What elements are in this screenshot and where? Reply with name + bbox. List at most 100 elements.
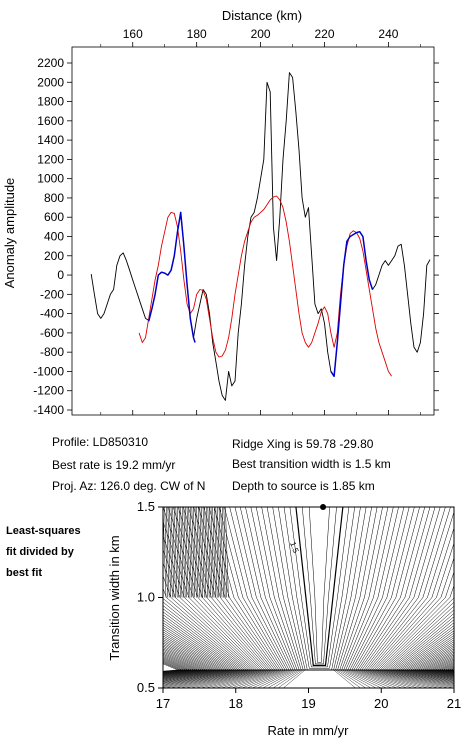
bottom-x-tick-label: 19 [301, 696, 315, 711]
contour-line-lower-right [457, 670, 467, 692]
contour-line-lower-right [376, 669, 454, 687]
contour-line-lower-left [163, 669, 249, 685]
contour-line-lower-right [426, 669, 454, 674]
contour-line-lower-right [345, 669, 387, 688]
contour-hatch [202, 507, 207, 598]
contour-line [213, 507, 426, 671]
contour-line-lower-right [436, 669, 454, 672]
contour-line-lower-right [372, 669, 454, 688]
top-series-line-3 [330, 230, 374, 378]
top-y-tick-label: 1200 [37, 152, 64, 166]
contour-line [203, 507, 436, 671]
contour-line [193, 507, 446, 671]
contour-line-lower-right [440, 669, 454, 672]
top-y-tick-label: 0 [57, 268, 64, 282]
contour-line-lower-right [363, 669, 434, 688]
contour-line [163, 605, 454, 671]
contour-line-lower-left [163, 669, 245, 683]
contour-hatch [188, 507, 192, 598]
contour-line [172, 507, 454, 671]
contour-hatch [163, 507, 167, 598]
contour-hatch [175, 507, 180, 598]
contour-line-lower-right [408, 669, 454, 677]
contour-hatch [178, 507, 183, 598]
contour-line-lower-left [163, 669, 229, 679]
contour-line-lower-right [386, 669, 454, 682]
contour-line [302, 507, 337, 665]
contour-line-lower-left [236, 669, 288, 688]
contour-line-lower-left [179, 669, 265, 688]
contour-hatch [177, 507, 181, 598]
fit-description-line-1: Least-squares [6, 525, 81, 537]
top-series-line-0 [90, 72, 431, 401]
contour-line-lower-left [163, 669, 180, 672]
top-x-axis-label: Distance (km) [222, 8, 302, 23]
contour-line-lower-left [215, 669, 279, 688]
best-rate-label: Best rate is 19.2 mm/yr [52, 458, 176, 472]
contour-hatch [169, 507, 173, 598]
contour-line [163, 633, 454, 671]
contour-line-lower-left [163, 669, 207, 675]
contour-line-lower-left [163, 669, 239, 681]
top-x-tick-label: 200 [251, 27, 271, 41]
top-x-tick-label: 240 [378, 27, 398, 41]
contour-line-lower-left [163, 669, 241, 682]
top-y-axis-label: Anomaly amplitude [2, 178, 17, 289]
top-y-tick-label: 1400 [37, 133, 64, 147]
contour-hatch [205, 507, 210, 598]
contour-line-lower-right [412, 669, 454, 676]
contour-hatch [185, 507, 189, 598]
contour-line-lower-left [246, 669, 292, 688]
contour-line-lower-right [394, 669, 454, 680]
contour-hatch [225, 507, 229, 598]
contour-line-lower-left [225, 669, 284, 688]
contour-hatch [193, 507, 197, 598]
contour-line-lower-right [396, 669, 454, 679]
contour-hatch [191, 507, 196, 598]
top-x-tick-label: 180 [187, 27, 207, 41]
top-y-tick-label: -1200 [33, 384, 64, 398]
contour-hatch [212, 507, 216, 598]
contour-line [163, 548, 454, 671]
contour-hatch [173, 507, 178, 598]
contour-line-lower-left [163, 669, 209, 675]
contour-line-lower-right [392, 669, 454, 681]
top-y-tick-label: 2200 [37, 56, 64, 70]
bottom-y-ticks: 0.5 1.0 1.5 [137, 499, 163, 695]
contour-line-lower-right [418, 669, 454, 675]
contour-line-lower-right [353, 669, 408, 688]
contour-line-lower-right [434, 669, 454, 673]
contour-hatch [186, 507, 191, 598]
contour-line-lower-right [349, 669, 398, 688]
contour-line [308, 507, 330, 663]
bottom-y-tick-label: 1.5 [137, 499, 155, 514]
contour-line-lower-left [277, 669, 304, 688]
contour-line-lower-right [335, 669, 362, 688]
contour-hatch [194, 507, 199, 598]
contour-line-lower-right [414, 669, 454, 675]
contour-line-lower-right [455, 670, 467, 692]
contour-line [295, 507, 344, 666]
top-plot-frame [71, 46, 435, 416]
contour-line-lower-right [388, 669, 454, 682]
contour-line-lower-right [402, 669, 454, 678]
contour-line-lower-left [163, 669, 203, 674]
contour-line-lower-right [424, 669, 454, 674]
contour-level-label: 1.5 [288, 541, 300, 555]
contour-line-lower-right [398, 669, 454, 679]
contour-line-lower-right [406, 669, 454, 677]
contour-line-lower-right [459, 670, 467, 692]
contour-line-lower-left [163, 669, 200, 674]
contour-line [278, 507, 361, 671]
top-y-tick-label: -1400 [33, 403, 64, 417]
contour-line-lower-left [184, 669, 267, 688]
contour-line-lower-left [163, 669, 190, 673]
contour-line [224, 507, 415, 671]
contour-line-lower-right [339, 669, 372, 688]
contour-line-lower-right [428, 669, 454, 673]
contour-line-lower-left [163, 669, 253, 686]
contour-line-lower-left [163, 669, 231, 679]
fit-description-line-2: fit divided by [6, 546, 74, 558]
contour-hatch [199, 507, 204, 598]
contour-line-lower-right [337, 669, 367, 688]
